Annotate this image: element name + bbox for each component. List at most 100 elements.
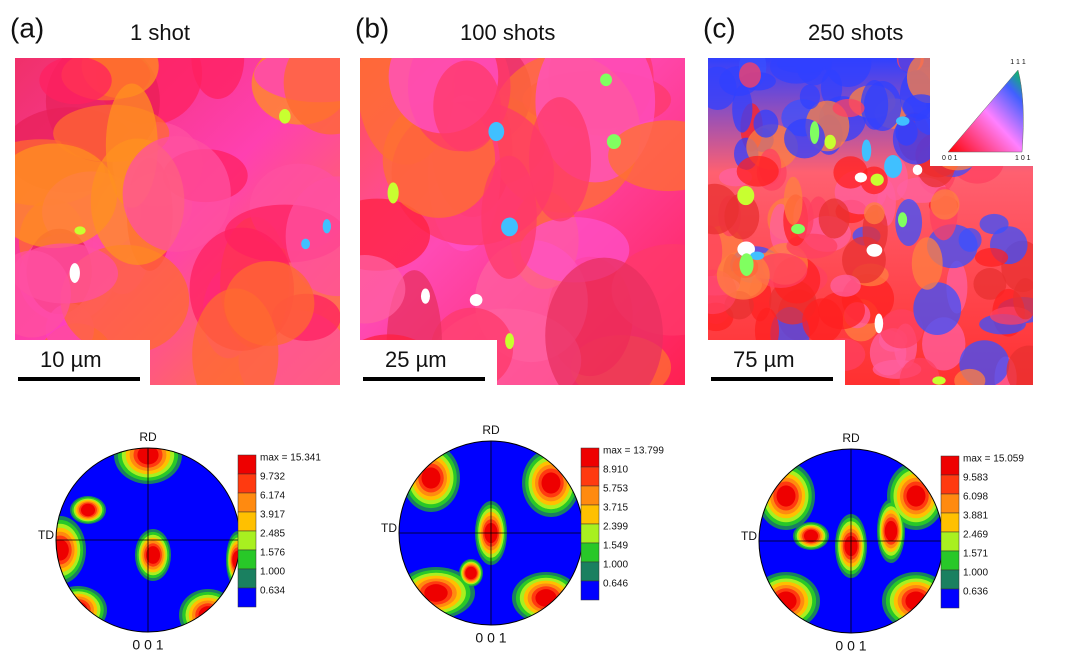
legend-label: 1.549 [603,541,628,552]
legend-swatch [580,542,600,563]
legend-label: 0.636 [963,587,988,598]
pf-rd-label: RD [482,423,500,437]
legend-label: max = 13.799 [603,446,664,457]
pf-contour [465,566,477,580]
legend-swatch [940,588,960,609]
legend-label: 6.098 [963,492,988,503]
legend-swatch [580,485,600,506]
grain [892,113,939,165]
legend-label: 3.917 [260,510,285,521]
pf-contour [905,591,927,611]
pf-contour [80,503,96,517]
pf-rd-label: RD [842,431,860,445]
small-grain [874,313,884,334]
small-grain [600,73,613,87]
small-grain [912,164,923,176]
legend-swatch [940,569,960,590]
pf-td-label: TD [381,521,397,535]
small-grain [488,121,505,142]
grain [799,84,821,110]
small-grain [866,243,883,257]
grain [433,60,501,152]
grain [15,143,118,249]
grain [724,193,760,240]
legend-label: 6.174 [260,491,285,502]
small-grain [896,116,910,126]
pf-contour [884,520,898,542]
legend-swatch [580,504,600,525]
legend-label: 2.469 [963,530,988,541]
legend-label: 3.881 [963,511,988,522]
scale-bar-label: 10 µm [40,347,102,372]
small-grain [750,251,765,261]
small-grain [420,288,430,304]
grain [15,243,119,304]
small-grain [322,219,332,234]
grain [860,80,889,130]
pf-contour [803,529,819,543]
grain [285,176,340,297]
panel-title: 100 shots [460,20,555,45]
orientation-map [360,58,685,385]
panel-title: 250 shots [808,20,903,45]
pf-contour [68,601,88,619]
small-grain [69,263,80,283]
grain [954,368,986,385]
legend-swatch [237,587,257,608]
pf-rd-label: RD [139,430,157,444]
grain [863,202,885,225]
grain [122,136,231,252]
grain [830,274,861,297]
small-grain [469,293,483,306]
legend-swatch [580,466,600,487]
grain [716,250,770,300]
small-grain [301,238,311,250]
pf-contour [906,485,926,507]
legend-swatch [580,523,600,544]
pf-contour [421,467,441,489]
grain [708,225,723,278]
small-grain [884,155,903,178]
legend-label: 2.399 [603,522,628,533]
small-grain [501,217,518,237]
small-grain [739,253,754,276]
ipf-label: 1 0 1 [1015,155,1031,162]
legend-swatch [940,493,960,514]
legend-swatch [940,474,960,495]
grain [360,255,406,324]
grain [930,189,960,220]
pf-contour [145,546,161,564]
legend-swatch [580,580,600,601]
legend-label: 3.715 [603,503,628,514]
legend-swatch [237,473,257,494]
grain [529,97,592,222]
grain [833,156,868,189]
legend-label: max = 15.059 [963,454,1024,465]
pf-td-label: TD [38,528,54,542]
grain [783,176,803,225]
legend-label: 1.000 [603,560,628,571]
grain [191,58,245,99]
small-grain [737,241,755,257]
grain [911,237,943,290]
grain [1006,345,1033,385]
legend-swatch [940,512,960,533]
grain [879,309,924,349]
ipf-triangle [947,69,1024,153]
legend-swatch [940,531,960,552]
pf-plane-label: 0 0 1 [835,638,866,654]
grain [818,198,850,239]
grain [832,98,865,118]
legend-swatch [237,530,257,551]
small-grain [870,173,884,186]
scale-bar-label: 25 µm [385,347,447,372]
small-grain [606,134,622,150]
legend-label: max = 15.341 [260,453,321,464]
legend-swatch [580,447,600,468]
legend-swatch [237,568,257,589]
small-grain [505,333,515,350]
grain [1013,278,1033,320]
grain [283,58,340,135]
grain [39,58,112,105]
